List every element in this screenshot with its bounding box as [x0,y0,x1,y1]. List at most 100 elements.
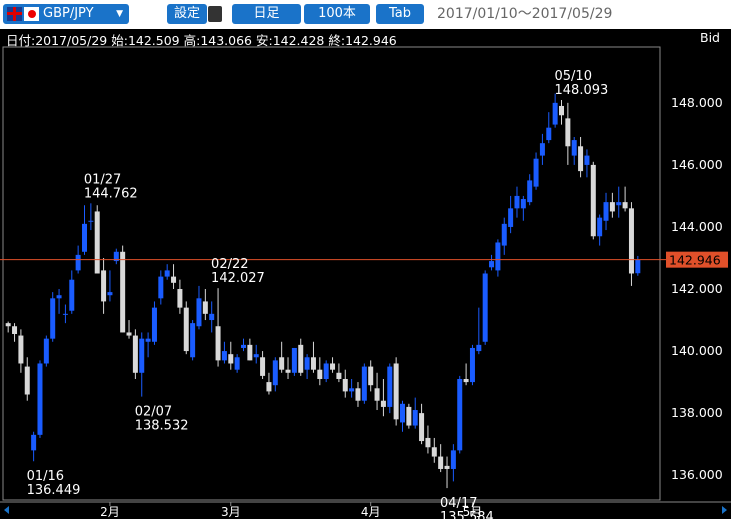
y-tick-label: 136.000 [671,467,723,482]
candle-body [75,254,81,271]
candle [450,444,456,482]
japan-flag-icon [24,7,39,21]
current-price-box [666,251,728,268]
candle [24,357,30,401]
candle-body [355,388,361,401]
candle [368,360,374,392]
candle-body [387,366,393,407]
candle-body [546,127,552,141]
candle [476,307,482,355]
price-type: Bid [700,30,720,45]
candle-body [253,354,259,358]
chevron-down-icon: ▼ [116,9,123,19]
candle-body [330,363,336,370]
candle [514,186,520,218]
candle [400,400,405,432]
candle [151,301,157,345]
candle-body [603,202,609,221]
candle [546,112,552,144]
candle [578,136,584,178]
candle-body [285,369,291,373]
calculator-icon[interactable] [208,6,222,22]
candle [501,217,507,255]
candle-body [597,217,603,237]
candle-body [609,202,615,212]
candle-body [463,378,469,383]
x-tick-label: 3月 [221,505,241,519]
candle [310,341,316,373]
candle-body [145,338,151,342]
candle [228,341,234,370]
candle [120,245,126,333]
candle [425,425,431,454]
candle-body [126,332,132,336]
tab-button[interactable]: Tab [376,4,424,24]
scroll-left-icon[interactable] [4,506,9,514]
candle [272,357,278,392]
candle-body [457,378,463,451]
bars-count-button[interactable]: 100本 [304,4,370,24]
candle-body [628,208,634,274]
annotation-value: 138.532 [135,419,189,434]
annotation-value: 144.762 [84,186,138,201]
candle [571,136,577,165]
candle-body [132,335,138,373]
candle [132,329,138,379]
candle-body [164,270,170,277]
candle-body [374,388,380,401]
candle [31,431,37,462]
candle [533,152,539,190]
candle [291,347,297,376]
candle-body [113,251,119,262]
ohlc-info: 日付:2017/05/29 始:142.509 高:143.066 安:142.… [6,33,397,48]
annotation-value: 135.584 [440,510,494,519]
y-tick-label: 146.000 [671,157,723,172]
candle-body [241,344,246,348]
candle [380,378,386,417]
candle [597,214,603,246]
annotation-value: 148.093 [555,83,609,98]
timeframe-button[interactable]: 日足 [232,4,301,24]
candle-body [368,366,374,386]
candle [412,397,418,429]
candle-body [107,292,113,296]
toolbar: GBP/JPY ▼ 設定 日足 100本 Tab 2017/01/10～2017… [0,0,731,29]
candle-body [342,378,348,392]
candle-body [590,164,596,237]
candle-body [221,351,227,361]
candle-body [412,410,418,426]
candle [444,456,450,489]
candle-body [291,347,297,373]
candle [628,202,634,286]
candle-body [406,406,412,426]
candle [323,360,329,383]
candle-body [151,307,157,342]
candle-body [158,276,164,299]
candle [361,363,367,404]
candle-body [12,326,18,335]
candle-body [304,357,310,370]
candle-body [62,313,68,315]
candle [113,248,119,265]
candle [18,329,24,373]
candle [190,320,196,361]
candle-body [400,403,405,423]
candle [463,363,469,386]
symbol-selector[interactable]: GBP/JPY ▼ [3,4,129,24]
candle-body [234,357,240,370]
scroll-right-icon[interactable] [722,506,727,514]
candle [50,292,56,342]
candle-body [482,273,488,342]
candle [520,195,526,221]
candle-body [431,447,437,457]
candle [336,363,342,383]
candle [158,270,164,305]
candle-body [82,223,87,252]
candle-body [527,180,533,203]
candle-body [228,354,234,364]
annotation-value: 142.027 [211,271,265,286]
settings-button[interactable]: 設定 [167,4,207,24]
candle-body [5,323,11,327]
candle-body [196,298,202,327]
